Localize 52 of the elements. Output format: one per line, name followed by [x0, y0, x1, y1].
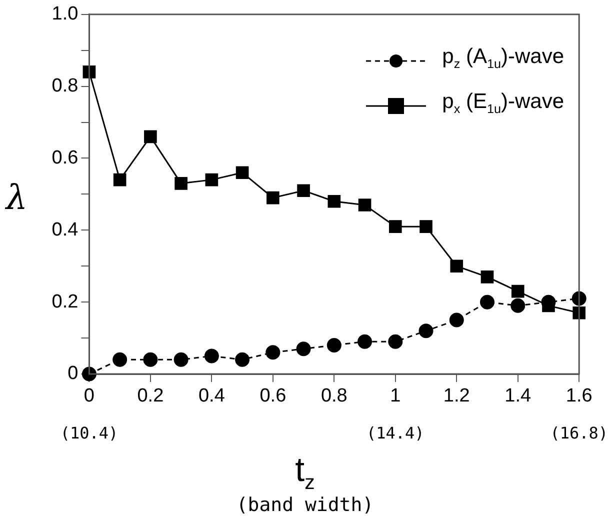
x-tick-label: 1.4	[504, 386, 532, 407]
x2-tick-label: (14.4)	[366, 424, 424, 443]
point	[358, 198, 372, 212]
y-tick-label: 0	[68, 363, 78, 384]
point	[204, 348, 219, 364]
point	[174, 352, 188, 367]
point	[358, 334, 372, 349]
point	[511, 284, 524, 298]
point	[510, 298, 526, 313]
x-tick-label: 1	[390, 386, 401, 407]
y-tick-label: 0.4	[52, 219, 79, 240]
point	[480, 294, 494, 310]
point	[266, 345, 280, 360]
point	[418, 324, 434, 338]
point	[388, 220, 402, 233]
point	[388, 334, 403, 349]
x-tick-label: 1.2	[443, 386, 470, 407]
point	[113, 173, 126, 186]
x-tick-label: 0	[84, 386, 94, 407]
point	[236, 166, 249, 180]
point	[112, 352, 128, 367]
point	[572, 306, 586, 320]
x2-tick-label: (10.4)	[60, 424, 118, 443]
point	[480, 270, 494, 284]
legend-label: p$_{z}$ (A$_{1u}$)-wave	[442, 44, 564, 74]
y-tick-label: 1.0	[52, 4, 78, 25]
point	[326, 338, 342, 352]
x-tick-label: 0.4	[198, 386, 226, 407]
point	[174, 177, 188, 190]
x-tick-label: 0.6	[260, 386, 286, 407]
point	[144, 130, 157, 144]
point	[297, 184, 310, 198]
x-tick-label: 0.2	[137, 386, 164, 407]
y-tick-label: 0.6	[52, 147, 78, 168]
x-tick-label: 1.6	[566, 386, 592, 407]
point	[449, 312, 464, 328]
x2-tick-label: (16.8)	[550, 424, 608, 443]
point	[328, 194, 341, 208]
x2-axis-title: (band width)	[235, 494, 375, 516]
point	[266, 191, 280, 204]
y-tick-label: 0.2	[52, 291, 78, 312]
y-tick-label: 0.8	[52, 76, 78, 97]
y-axis-title: λ	[6, 178, 28, 218]
point	[420, 220, 432, 233]
point	[143, 352, 158, 367]
point	[296, 342, 311, 356]
point	[235, 352, 250, 367]
point	[205, 173, 218, 186]
x-tick-label: 0.8	[320, 386, 348, 407]
x-axis-title: t$_{z}$	[295, 451, 315, 494]
point	[450, 260, 464, 273]
legend-label: p$_{x}$ (E$_{1u}$)-wave	[442, 89, 564, 118]
